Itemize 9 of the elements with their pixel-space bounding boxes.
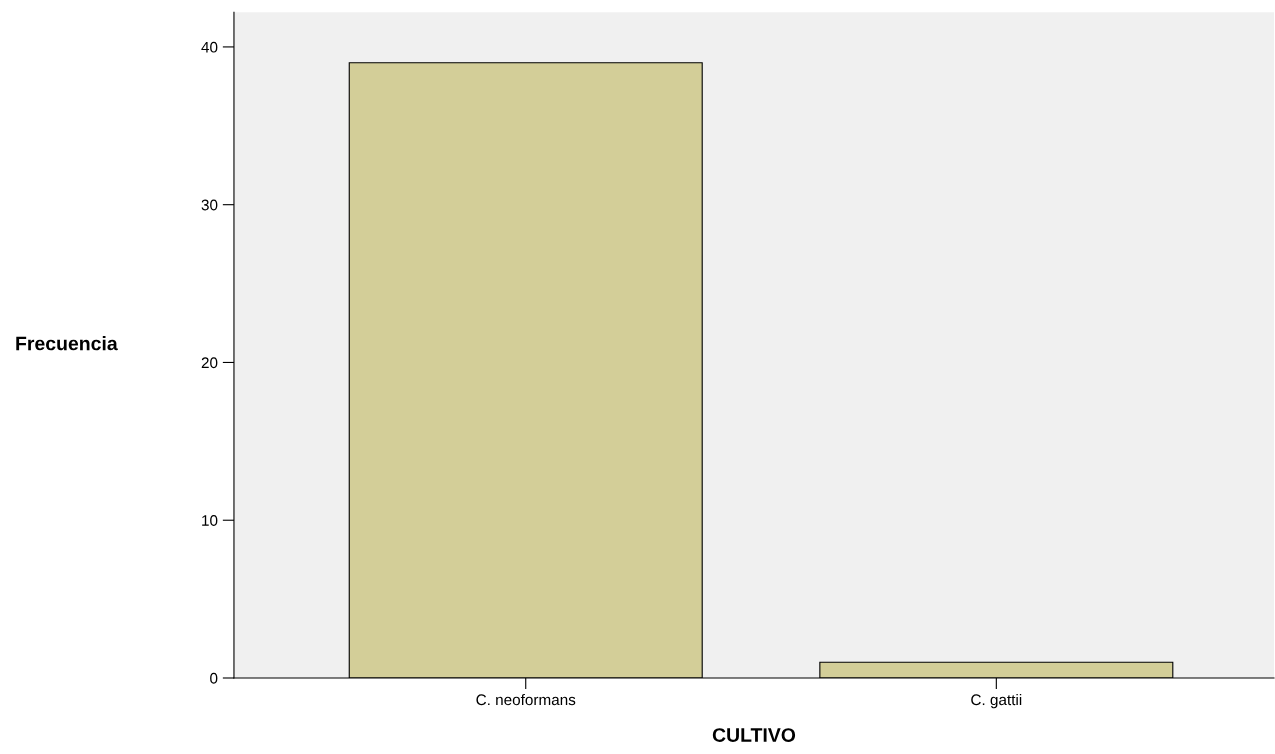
x-tick-label: C. neoformans [476, 693, 576, 706]
y-tick-label: 20 [201, 357, 218, 369]
x-axis-title: CULTIVO [712, 728, 796, 742]
y-tick-label: 0 [210, 672, 218, 684]
y-tick-label: 10 [202, 515, 218, 526]
y-tick-label: 40 [201, 41, 218, 53]
x-tick-label: C. gattii [971, 693, 1022, 709]
y-tick-label: 30 [201, 199, 218, 211]
y-axis-title: Frecuencia [16, 336, 118, 351]
